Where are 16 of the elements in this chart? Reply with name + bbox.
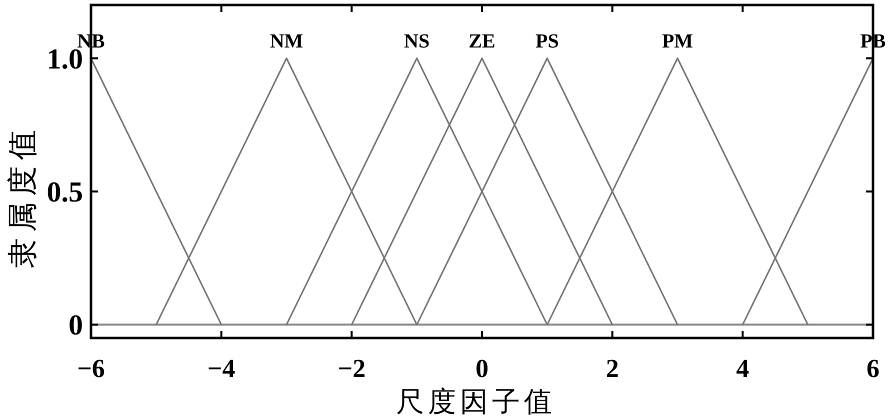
x-tick-label: 4 xyxy=(736,354,750,383)
x-axis-title: 尺度因子值 xyxy=(396,387,556,418)
x-tick-label: 0 xyxy=(476,354,488,383)
series-label: PS xyxy=(535,30,559,52)
x-tick-label: −4 xyxy=(207,354,236,383)
series-label: NS xyxy=(404,30,430,52)
x-tick-label: −2 xyxy=(338,354,366,383)
series-label: PM xyxy=(662,30,694,52)
y-tick-label: 0 xyxy=(68,310,83,342)
x-tick-label: 2 xyxy=(606,354,619,383)
series-label: ZE xyxy=(468,30,496,52)
y-tick-label: 0.5 xyxy=(46,176,83,208)
y-axis-title: 隶属度值 xyxy=(6,124,40,268)
x-tick-label: −6 xyxy=(77,354,105,383)
x-tick-label: 6 xyxy=(866,354,880,383)
series-label: NM xyxy=(270,30,304,52)
